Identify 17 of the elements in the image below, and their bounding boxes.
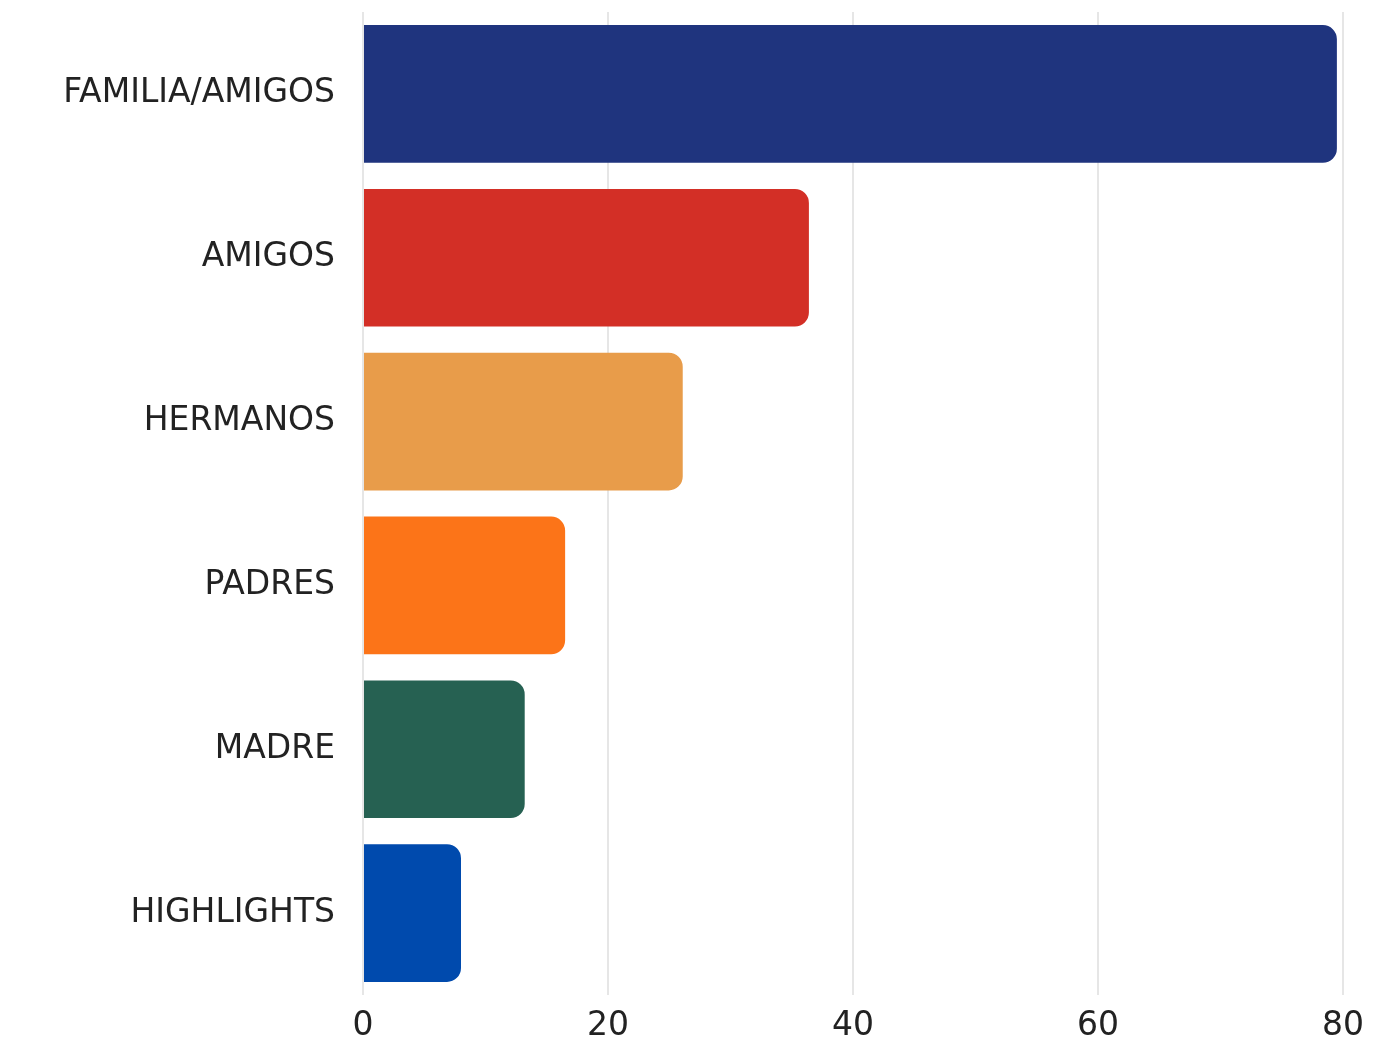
y-tick-label: PADRES bbox=[204, 562, 335, 602]
bar bbox=[364, 680, 525, 819]
bar bbox=[364, 516, 566, 655]
bar bbox=[364, 188, 809, 327]
y-tick-label: HIGHLIGHTS bbox=[130, 890, 335, 930]
bar bbox=[364, 25, 1337, 163]
y-tick-label: FAMILIA/AMIGOS bbox=[63, 71, 335, 111]
bar bbox=[364, 352, 683, 491]
y-tick-label: AMIGOS bbox=[201, 235, 335, 275]
bar bbox=[364, 844, 461, 982]
x-tick-label: 80 bbox=[1322, 1004, 1364, 1044]
x-tick-label: 20 bbox=[587, 1004, 629, 1044]
x-tick-label: 0 bbox=[352, 1004, 374, 1044]
y-tick-label: MADRE bbox=[214, 726, 335, 766]
y-tick-label: HERMANOS bbox=[143, 399, 335, 439]
x-tick-label: 40 bbox=[832, 1004, 874, 1044]
x-tick-label: 60 bbox=[1077, 1004, 1119, 1044]
